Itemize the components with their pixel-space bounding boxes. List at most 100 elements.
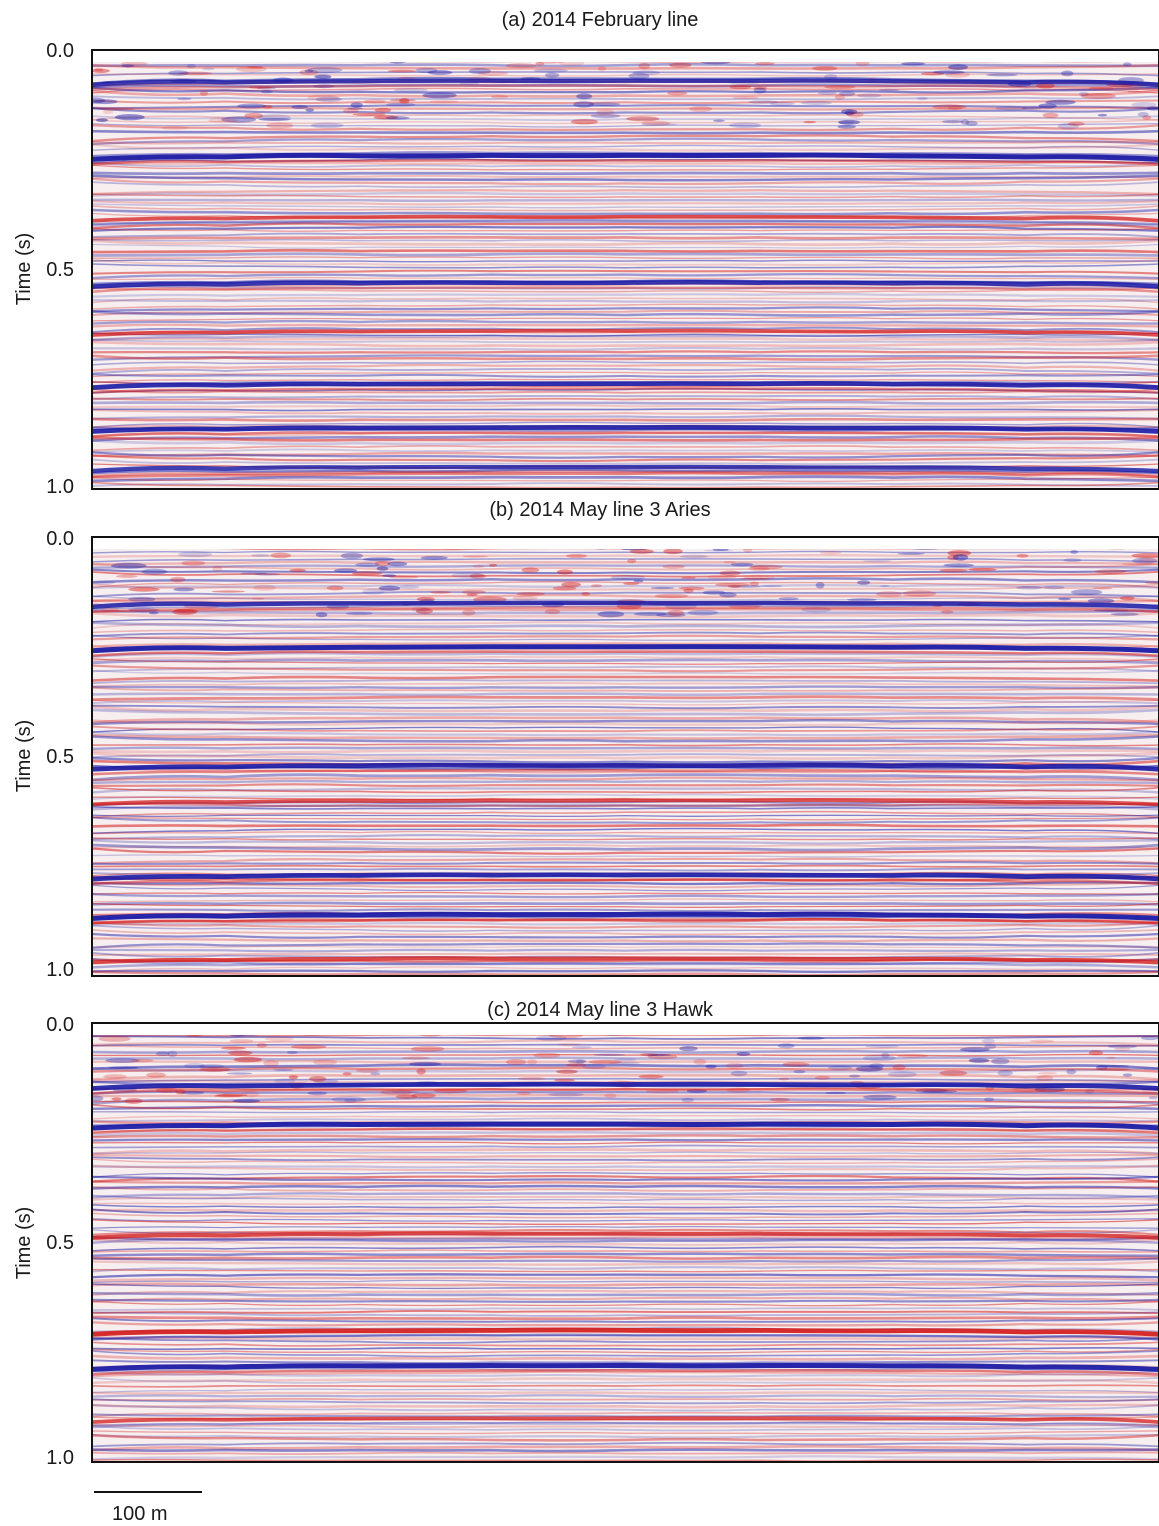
noise-mark (743, 575, 776, 580)
noise-mark (1094, 569, 1127, 574)
seismic-band (92, 1044, 1159, 1050)
seismic-band (92, 1235, 1159, 1243)
seismic-band (92, 1257, 1159, 1263)
seismic-band (92, 1245, 1159, 1252)
seismic-band (92, 664, 1159, 673)
noise-mark (932, 104, 967, 110)
noise-mark (941, 610, 954, 614)
seismic-band (92, 746, 1159, 751)
seismic-band (92, 1430, 1159, 1435)
noise-mark (264, 1036, 294, 1042)
seismic-band (92, 337, 1159, 342)
seismic-band (92, 269, 1159, 275)
noise-mark (393, 88, 428, 92)
seismic-band (92, 861, 1159, 865)
noise-mark (178, 551, 213, 558)
noise-mark (1127, 90, 1142, 93)
seismic-band (92, 1103, 1159, 1111)
seismic-band (92, 203, 1159, 209)
noise-mark (199, 90, 209, 96)
seismic-band (92, 924, 1159, 932)
noise-mark (679, 1045, 698, 1052)
noise-mark (968, 1058, 990, 1063)
noise-mark (291, 105, 308, 109)
noise-mark (728, 122, 762, 129)
noise-mark (838, 121, 855, 125)
noise-mark (535, 62, 545, 66)
seismic-band (92, 1337, 1159, 1344)
noise-mark (213, 1094, 243, 1098)
noise-mark (939, 1070, 968, 1076)
seismic-band (92, 397, 1159, 402)
seismic-band (92, 1384, 1159, 1388)
seismic-band (92, 1138, 1159, 1142)
noise-mark (260, 90, 273, 94)
seismic-band (92, 823, 1159, 828)
noise-mark (429, 100, 459, 103)
seismic-band (92, 272, 1159, 280)
noise-mark (588, 1059, 622, 1065)
noise-mark (876, 591, 902, 597)
noise-mark (254, 572, 280, 576)
noise-mark (168, 70, 189, 76)
noise-mark (374, 107, 392, 113)
seismic-band (92, 1455, 1159, 1461)
seismic-band (92, 1212, 1159, 1219)
noise-mark (1141, 1036, 1159, 1041)
noise-mark (307, 67, 343, 73)
noise-mark (581, 592, 590, 596)
seismic-band (92, 847, 1159, 855)
seismic-band (92, 338, 1159, 344)
noise-mark (422, 92, 457, 99)
noise-mark (527, 1059, 538, 1065)
seismic-band (92, 451, 1159, 459)
noise-mark (715, 583, 750, 587)
noise-mark (604, 1093, 617, 1099)
noise-mark (93, 99, 118, 105)
seismic-band (92, 773, 1159, 782)
noise-mark (628, 72, 650, 79)
seismic-band (92, 686, 1159, 692)
noise-mark (824, 85, 856, 89)
noise-mark (535, 1035, 568, 1041)
noise-mark (611, 574, 645, 581)
seismic-band (92, 921, 1159, 929)
seismic-band (92, 346, 1159, 351)
seismic-band (92, 1141, 1159, 1145)
reflector-4 (92, 1362, 1159, 1372)
noise-mark (92, 1095, 104, 1102)
noise-mark (667, 91, 688, 96)
noise-mark (725, 1062, 744, 1069)
noise-mark (261, 104, 273, 109)
reflector-flank (92, 84, 1159, 91)
seismic-band (92, 651, 1159, 658)
noise-mark (399, 98, 410, 104)
seismic-band (92, 921, 1159, 926)
reflector-flank (92, 1127, 1159, 1135)
seismic-band (92, 1096, 1159, 1105)
noise-mark (556, 1043, 582, 1047)
noise-mark (1131, 553, 1159, 559)
reflector-6 (92, 425, 1159, 434)
noise-mark (897, 552, 925, 555)
noise-mark (815, 582, 825, 589)
noise-mark (878, 88, 900, 92)
noise-mark (629, 549, 654, 554)
noise-mark (1145, 581, 1159, 585)
noise-mark (344, 1098, 357, 1103)
seismic-band (92, 394, 1159, 401)
noise-mark (274, 1078, 296, 1084)
noise-mark (565, 553, 588, 558)
noise-mark (942, 120, 963, 124)
seismic-band (92, 119, 1159, 125)
noise-mark (641, 123, 677, 126)
noise-mark (753, 86, 768, 90)
seismic-band (92, 83, 1159, 89)
noise-mark (416, 597, 435, 602)
noise-mark (250, 554, 270, 557)
noise-mark (1110, 612, 1140, 616)
seismic-band (92, 232, 1159, 238)
seismic-band (92, 864, 1159, 868)
reflector-1 (92, 1121, 1159, 1131)
seismic-band (92, 198, 1159, 202)
